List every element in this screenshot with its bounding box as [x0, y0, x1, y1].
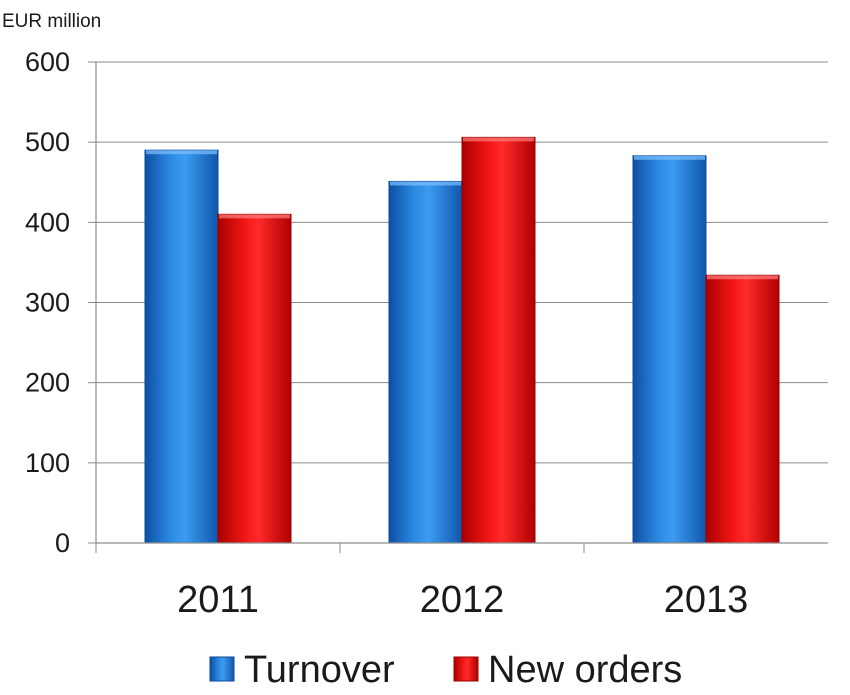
legend: Turnover New orders	[209, 649, 682, 691]
bar-highlight	[634, 155, 705, 160]
bar-turnover-2011	[144, 149, 219, 544]
bar-highlight	[146, 150, 217, 155]
legend-swatch-turnover	[209, 656, 235, 682]
y-tick-label: 200	[25, 368, 70, 398]
legend-swatch-new-orders	[453, 656, 479, 682]
y-tick-label: 300	[25, 288, 70, 318]
y-tick-label: 100	[25, 448, 70, 478]
x-tick-label: 2012	[420, 579, 505, 621]
bar-new-orders-2013	[705, 274, 780, 544]
axis-labels: EUR million 0 100 200 300 400 500 600 2011 2012 2…	[2, 11, 748, 621]
bar-turnover-2012	[388, 180, 463, 544]
x-tick-label: 2013	[664, 579, 749, 621]
axes	[88, 61, 828, 553]
y-tick-label: 600	[25, 47, 70, 77]
x-tick-label: 2011	[177, 579, 259, 621]
y-tick-label: 400	[25, 207, 70, 237]
legend-label-new-orders: New orders	[488, 649, 682, 690]
y-tick-label: 0	[55, 528, 70, 558]
y-axis-unit-label: EUR million	[2, 11, 101, 32]
bar-highlight	[390, 181, 461, 186]
bar-new-orders-2011	[217, 213, 292, 544]
bar-highlight	[463, 137, 534, 142]
bar-new-orders-2012	[461, 136, 536, 544]
bar-turnover-2013	[632, 155, 707, 544]
bar-highlight	[219, 214, 290, 219]
bar-highlight	[707, 275, 778, 280]
legend-label-turnover: Turnover	[244, 649, 395, 690]
bars	[144, 136, 780, 544]
y-tick-label: 500	[25, 127, 70, 157]
